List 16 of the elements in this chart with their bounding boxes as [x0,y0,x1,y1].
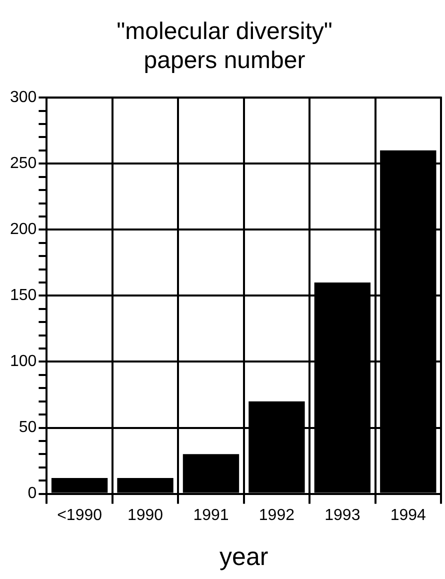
text: papers number [144,46,306,74]
x-tick-label: 1992 [258,506,295,524]
x-tick-label: <1990 [57,506,102,524]
y-tick-label: 200 [10,221,37,238]
y-tick-label: 300 [10,89,37,106]
y-tick-label: 0 [28,485,37,502]
text: "molecular diversity" [116,18,332,46]
y-tick-label: 50 [18,419,37,436]
x-tick-label: 1991 [193,506,229,524]
x-tick-label: 1990 [127,506,164,524]
y-tick-label: 250 [10,155,37,172]
x-axis-title: year [220,542,268,571]
y-tick-label: 100 [10,353,37,370]
x-tick-label: 1994 [390,506,426,524]
x-tick-label: 1993 [324,506,360,524]
y-tick-label: 150 [10,287,37,304]
